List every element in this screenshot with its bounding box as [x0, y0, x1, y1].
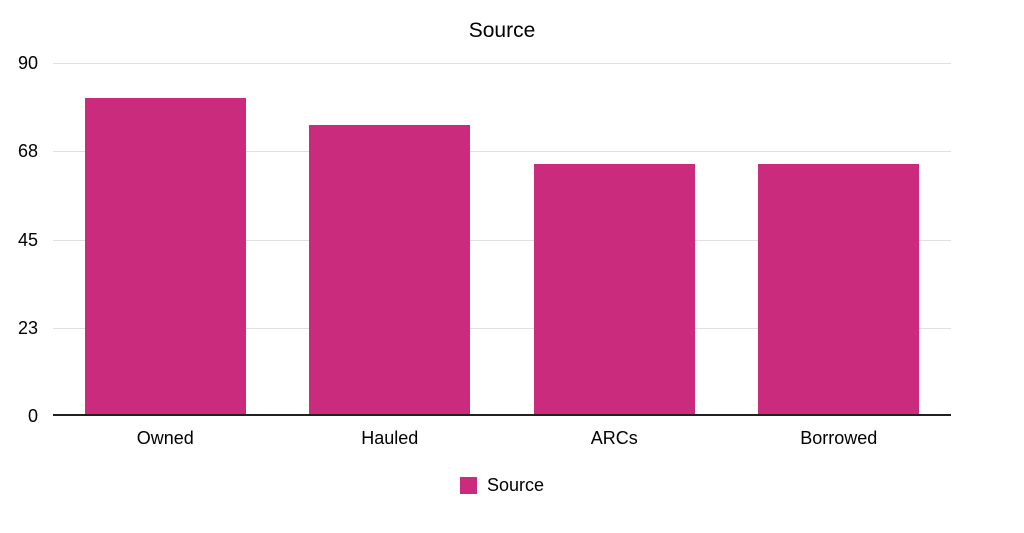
legend: Source — [53, 475, 951, 495]
legend-label: Source — [486, 475, 545, 495]
y-tick-label: 45 — [17, 229, 38, 250]
x-tick-label: Borrowed — [800, 428, 878, 448]
x-tick-label: Owned — [136, 428, 194, 448]
gridline — [53, 63, 951, 64]
gridline — [53, 151, 951, 153]
chart-title: Source — [468, 19, 536, 42]
gridline — [53, 327, 951, 329]
x-axis-labels: Owned Hauled ARCs Borrowed — [53, 428, 951, 448]
bar-arcs — [533, 164, 695, 414]
x-tick-label: ARCs — [590, 428, 638, 448]
y-tick-label: 0 — [27, 406, 38, 426]
bar-borrowed — [758, 164, 920, 414]
x-tick-label: Hauled — [361, 428, 419, 448]
y-tick-label: 68 — [17, 141, 38, 162]
gridline — [53, 239, 951, 241]
legend-swatch — [459, 476, 477, 494]
y-axis-labels: 90 68 45 23 0 — [0, 53, 38, 426]
bar-hauled — [309, 125, 471, 414]
bar-owned — [84, 98, 246, 414]
y-tick-label: 23 — [17, 317, 38, 338]
y-tick-label: 90 — [17, 53, 38, 73]
plot-area — [53, 63, 951, 416]
